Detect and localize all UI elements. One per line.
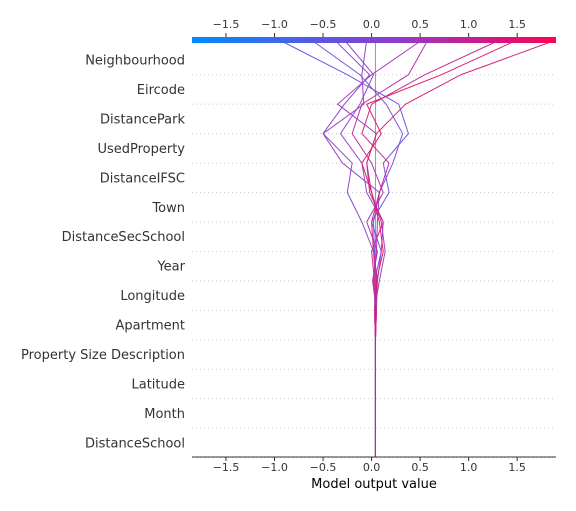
feature-label: Neighbourhood xyxy=(85,54,185,69)
feature-label: Town xyxy=(151,201,185,216)
feature-label: Month xyxy=(144,407,185,422)
feature-label: DistanceIFSC xyxy=(100,171,185,186)
bottom-tick-label: 0.0 xyxy=(363,461,381,474)
feature-label: Latitude xyxy=(131,377,185,392)
feature-label: DistanceSecSchool xyxy=(62,230,185,245)
top-axis-ticks: −1.5 −1.0 −0.5 0.0 0.5 1.0 1.5 xyxy=(213,18,526,37)
top-tick-label: −1.5 xyxy=(213,18,240,31)
decision-line-0 xyxy=(279,39,410,457)
top-tick-label: 1.5 xyxy=(508,18,526,31)
top-tick-label: −0.5 xyxy=(310,18,337,31)
output-colorbar xyxy=(192,37,556,43)
bottom-tick-label: −1.0 xyxy=(261,461,288,474)
decision-line-2 xyxy=(322,39,376,457)
top-tick-label: 0.0 xyxy=(363,18,381,31)
bottom-tick-label: −1.5 xyxy=(213,461,240,474)
bottom-tick-label: 1.0 xyxy=(460,461,478,474)
feature-label: Property Size Description xyxy=(21,348,185,363)
feature-labels: Neighbourhood Eircode DistancePark UsedProp… xyxy=(21,54,186,452)
decision-lines xyxy=(279,39,557,457)
bottom-axis-ticks: −1.5 −1.0 −0.5 0.0 0.5 1.0 1.5 xyxy=(213,457,526,474)
feature-label: Apartment xyxy=(115,319,185,334)
decision-line-6 xyxy=(351,39,429,457)
feature-label: Longitude xyxy=(120,289,185,304)
top-tick-label: −1.0 xyxy=(261,18,288,31)
bottom-tick-label: −0.5 xyxy=(310,461,337,474)
decision-line-9 xyxy=(361,39,518,457)
feature-label: Eircode xyxy=(137,83,185,98)
x-axis-label: Model output value xyxy=(311,477,437,492)
decision-line-1 xyxy=(311,39,404,457)
top-tick-label: 0.5 xyxy=(411,18,429,31)
bottom-tick-label: 0.5 xyxy=(411,461,429,474)
feature-label: Year xyxy=(156,260,185,275)
top-tick-label: 1.0 xyxy=(460,18,478,31)
feature-label: DistanceSchool xyxy=(85,436,185,451)
feature-label: DistancePark xyxy=(100,112,185,127)
feature-label: UsedProperty xyxy=(97,142,185,157)
grid-lines xyxy=(192,74,556,459)
bottom-tick-label: 1.5 xyxy=(508,461,526,474)
